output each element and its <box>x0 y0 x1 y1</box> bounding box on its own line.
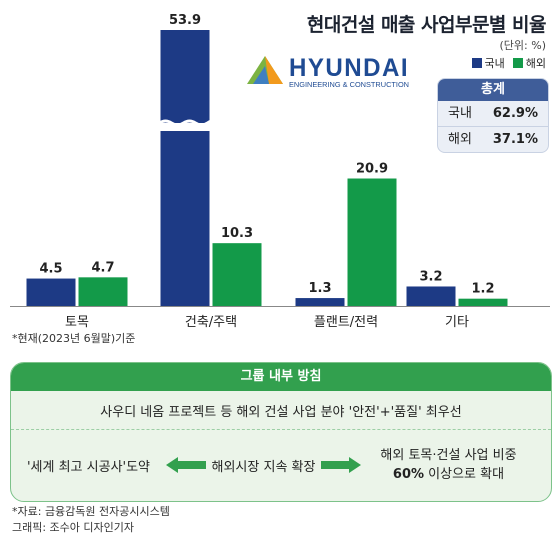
arrow-left-icon <box>166 457 206 473</box>
category-label: 기타 <box>445 315 469 330</box>
totals-overseas-value: 37.1% <box>492 132 538 147</box>
category-label: 건축/주택 <box>185 315 237 330</box>
policy-box: 그룹 내부 방침 사우디 네옴 프로젝트 등 해외 건설 사업 분야 '안전'+… <box>10 362 552 502</box>
flow-left: '세계 최고 시공사'도약 <box>26 459 151 475</box>
flow-right-line2: 60% 이상으로 확대 <box>392 467 505 482</box>
bar-chart: 4.5 4.7 토목 53.9 10.3 건축/주택 1.3 20.9 플랜트/전력 3.2 1.2… <box>10 13 550 330</box>
data-label: 3.2 <box>419 269 442 284</box>
bar-domestic-1 <box>160 30 210 306</box>
data-label: 20.9 <box>356 162 388 177</box>
legend-overseas: 해외 <box>512 55 546 71</box>
flow-right: 해외 토목·건설 사업 비중 60% 이상으로 확대 <box>361 446 536 484</box>
totals-domestic-value: 62.9% <box>492 106 538 121</box>
data-label: 10.3 <box>221 226 253 241</box>
axis-break-gap <box>159 123 211 131</box>
category-label: 토목 <box>65 315 89 330</box>
data-label: 1.3 <box>308 281 331 296</box>
bar-domestic-2 <box>295 298 345 306</box>
totals-overseas-label: 해외 <box>448 132 472 147</box>
logo-name: HYUNDAI <box>289 54 409 82</box>
totals-overseas-row: 해외 37.1% <box>438 126 548 152</box>
source-line: *자료: 금융감독원 전자공시시스템 <box>12 505 170 518</box>
source-credits: *자료: 금융감독원 전자공시시스템 그래픽: 조수아 디자인기자 <box>12 504 170 536</box>
totals-box: 총계 국내 62.9% 해외 37.1% <box>437 78 549 153</box>
arrow-right-icon <box>321 457 361 473</box>
flow-right-line1: 해외 토목·건설 사업 비중 <box>380 448 517 463</box>
flow-mid: 해외시장 지속 확장 <box>211 459 316 475</box>
unit-label: (단위: %) <box>499 39 546 52</box>
chart-title: 현대건설 매출 사업부문별 비율 <box>306 14 547 36</box>
bar-overseas-2 <box>347 178 397 306</box>
totals-domestic-label: 국내 <box>448 106 472 121</box>
bar-domestic-3 <box>406 286 456 306</box>
hyundai-logo: HYUNDAI ENGINEERING & CONSTRUCTION <box>247 54 409 89</box>
bar-overseas-3 <box>458 298 508 306</box>
data-label: 53.9 <box>169 13 201 28</box>
footnote: *현재(2023년 6월말)기준 <box>12 332 136 345</box>
legend: 국내 해외 <box>471 55 546 71</box>
policy-flow: '세계 최고 시공사'도약 해외시장 지속 확장 해외 토목·건설 사업 비중 … <box>11 430 551 500</box>
totals-domestic-row: 국내 62.9% <box>438 101 548 126</box>
axis-break-wave-top <box>158 119 213 127</box>
credit-line: 그래픽: 조수아 디자인기자 <box>12 521 135 534</box>
data-label: 4.7 <box>91 260 114 275</box>
category-label: 플랜트/전력 <box>314 315 378 330</box>
data-label: 4.5 <box>39 262 62 277</box>
totals-header: 총계 <box>438 79 548 101</box>
data-label: 1.2 <box>471 282 494 297</box>
bar-domestic-0 <box>26 278 76 306</box>
bar-overseas-1 <box>212 243 262 306</box>
policy-header: 그룹 내부 방침 <box>11 363 551 391</box>
policy-line1: 사우디 네옴 프로젝트 등 해외 건설 사업 분야 '안전'+'품질' 최우선 <box>11 391 551 430</box>
bar-overseas-0 <box>78 277 128 306</box>
logo-tagline: ENGINEERING & CONSTRUCTION <box>289 82 409 89</box>
legend-domestic: 국내 <box>471 55 505 71</box>
